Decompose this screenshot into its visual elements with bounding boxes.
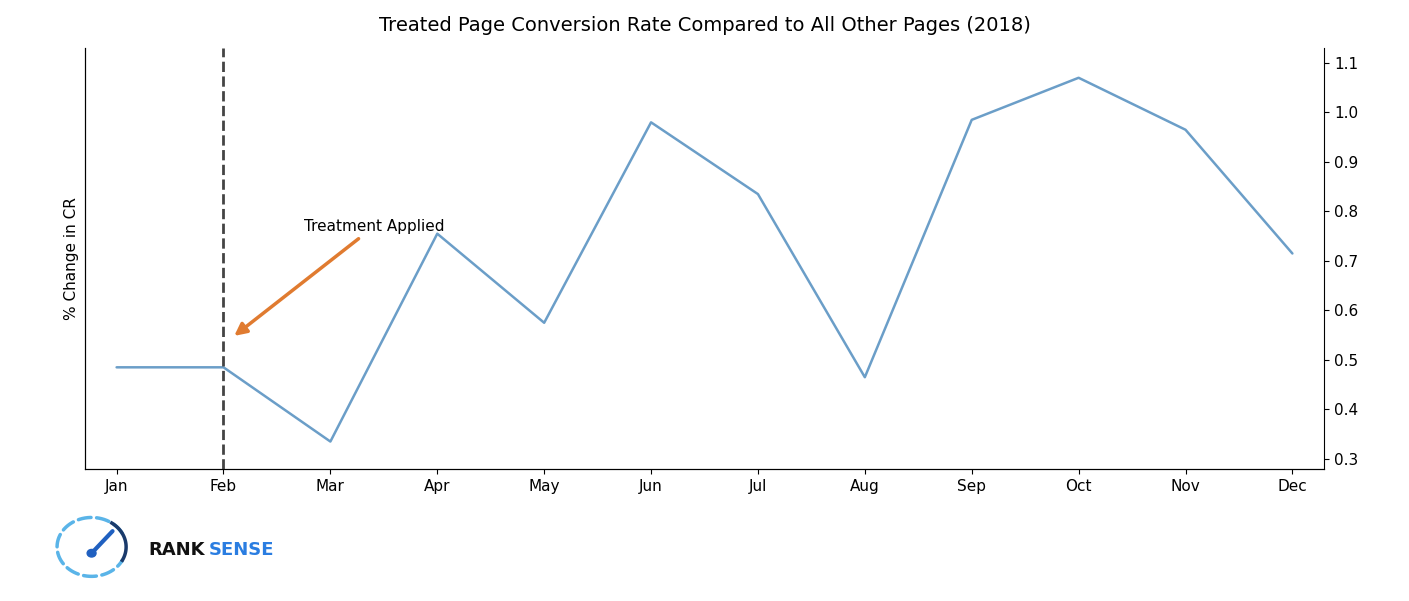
Text: RANK: RANK [148, 541, 204, 559]
Text: Treatment Applied: Treatment Applied [237, 219, 444, 334]
Title: Treated Page Conversion Rate Compared to All Other Pages (2018): Treated Page Conversion Rate Compared to… [379, 16, 1030, 35]
Y-axis label: % Change in CR: % Change in CR [63, 197, 79, 320]
Circle shape [87, 549, 96, 557]
Text: SENSE: SENSE [209, 541, 273, 559]
